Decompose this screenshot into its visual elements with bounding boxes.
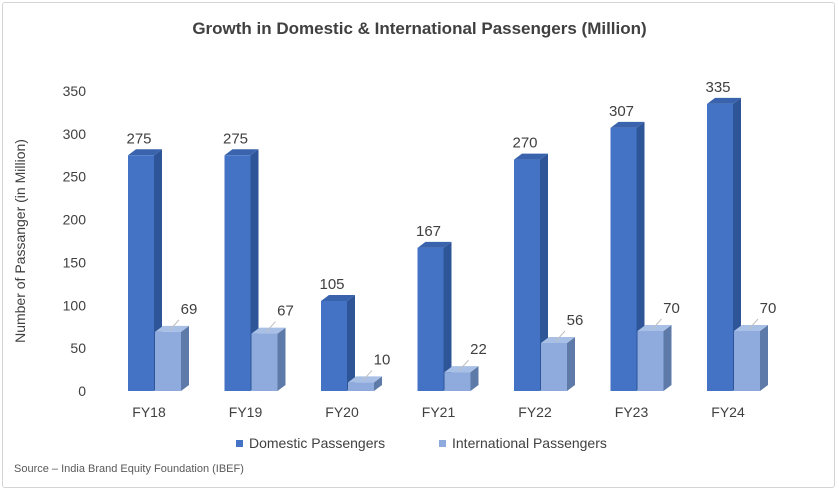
domestic-data-label: 270 [512,135,537,152]
international-bar-side [374,376,382,391]
x-tick-label: FY22 [518,404,552,420]
x-tick-label: FY19 [229,404,263,420]
domestic-bar [707,103,733,391]
y-tick-label: 200 [63,212,87,228]
international-data-label: 70 [663,300,680,317]
international-data-label: 69 [181,301,198,318]
international-bar-top [734,325,768,331]
international-bar [734,331,760,391]
international-bar-side [277,327,286,391]
international-data-label: 10 [374,351,391,368]
chart-title: Growth in Domestic & International Passe… [192,19,647,38]
y-tick-label: 250 [63,169,87,185]
x-tick-label: FY18 [132,404,166,420]
international-leader-line [459,359,469,371]
international-bar [155,331,181,391]
international-bar [444,372,471,391]
international-bar-side [663,325,672,391]
international-bar [541,343,567,391]
international-leader-line [266,321,276,332]
international-leader-line [169,319,180,331]
domestic-bar-top [224,149,259,156]
domestic-bar-top [514,153,548,160]
international-bar-top [348,376,382,383]
y-tick-label: 50 [70,340,86,356]
y-tick-label: 0 [78,383,86,399]
y-tick-label: 100 [63,297,87,313]
y-axis-label: Number of Passanger (in Million) [12,139,28,343]
domestic-bar-top [417,241,452,248]
domestic-data-label: 335 [705,79,730,96]
international-bar-top [155,325,189,332]
international-bar-top [637,325,672,331]
x-tick-label: FY20 [325,404,359,420]
international-leader-line [652,318,662,330]
international-leader-line [555,330,566,342]
international-data-label: 22 [470,341,487,358]
international-data-label: 56 [567,312,584,329]
domestic-bar [128,155,154,391]
x-tick-label: FY23 [615,404,649,420]
international-bar-side [567,337,575,391]
international-bar [348,382,374,391]
domestic-bar-side [636,121,645,391]
domestic-data-label: 167 [416,223,441,240]
domestic-bar [514,159,540,391]
international-bar-top [444,366,479,373]
international-leader-line [748,318,759,330]
international-bar-side [760,325,768,391]
domestic-data-label: 105 [319,276,344,293]
domestic-bar [417,247,444,391]
international-bar-side [470,366,479,391]
domestic-bar-top [321,295,355,301]
x-tick-label: FY24 [711,404,745,420]
international-bar-top [251,327,286,334]
domestic-bar-side [540,153,548,391]
international-leader-line [362,370,373,381]
international-data-label: 70 [760,300,777,317]
international-data-label: 67 [277,303,294,320]
international-bar [637,331,664,391]
y-tick-label: 150 [63,254,87,270]
domestic-bar-top [610,121,645,128]
domestic-data-label: 275 [223,130,248,147]
domestic-data-label: 275 [126,130,151,147]
x-tick-label: FY21 [422,404,456,420]
legend-swatch-domestic [236,440,243,447]
domestic-bar [224,155,251,391]
international-bar [251,333,278,391]
domestic-data-label: 307 [609,103,634,120]
y-tick-label: 350 [63,83,87,99]
y-tick-label: 300 [63,126,87,142]
domestic-bar-side [347,295,355,391]
domestic-bar-top [128,149,162,156]
international-bar-top [541,337,575,343]
legend-label-international: International Passengers [452,435,607,451]
domestic-bar [321,301,347,391]
international-bar-side [181,325,189,391]
legend-swatch-international [439,440,446,447]
domestic-bar-side [443,241,452,391]
source-note: Source – India Brand Equity Foundation (… [14,463,244,475]
legend-label-domestic: Domestic Passengers [249,435,385,451]
domestic-bar-top [707,97,741,104]
domestic-bar [610,127,637,391]
domestic-bar-side [733,97,741,391]
